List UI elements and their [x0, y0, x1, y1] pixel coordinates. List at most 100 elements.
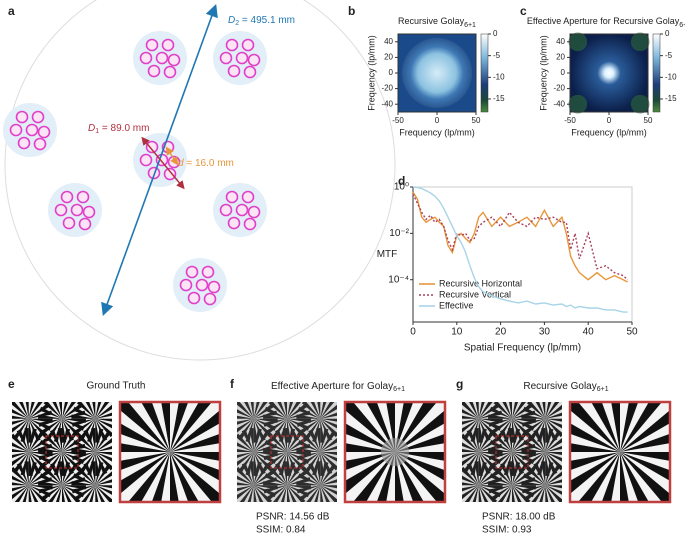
y-tick-label: -20: [553, 84, 565, 93]
element: [62, 216, 76, 230]
x-tick-label: -50: [564, 116, 576, 125]
y-tick-label: 10⁻²: [389, 228, 409, 239]
x-tick-label: 50: [472, 116, 481, 125]
x-tick-label: 10: [451, 327, 463, 338]
subscript: 1: [95, 128, 99, 135]
ssim: SSIM: 0.93: [482, 525, 532, 536]
element: [241, 190, 255, 204]
psnr: PSNR: 18.00 dB: [482, 512, 556, 523]
roi-box: [270, 435, 304, 469]
element: [179, 278, 193, 292]
y-tick-label: -40: [381, 99, 393, 108]
chart-title: Effective Aperture for Recursive Golay6+…: [527, 16, 685, 28]
colorbar-tick-label: -10: [493, 72, 505, 81]
y-tick-label: 20: [556, 53, 565, 62]
y-tick-label: -40: [553, 99, 565, 108]
series-line: [412, 186, 628, 313]
aperture-diagram: [3, 0, 396, 361]
element: [227, 64, 241, 78]
star-pattern: [488, 428, 536, 476]
subscript: 6+1: [464, 22, 476, 29]
ssim: SSIM: 0.84: [256, 525, 306, 536]
test-image: [12, 402, 112, 502]
element: [15, 110, 29, 124]
star-pattern: [263, 428, 311, 476]
symbol: D: [88, 123, 95, 134]
subscript: 2: [235, 20, 239, 27]
y-tick-label: 40: [384, 37, 393, 46]
star-pattern: [38, 428, 86, 476]
blur: [237, 402, 337, 502]
element: [33, 137, 47, 151]
heatmap-image: [568, 32, 588, 52]
title: Effective Aperture for Recursive Golay: [527, 16, 680, 26]
image-title: Ground Truth: [87, 381, 146, 392]
element: [60, 190, 74, 204]
colorbar-tick-label: 0: [493, 29, 498, 38]
element: [247, 53, 261, 67]
roi-box: [45, 435, 79, 469]
element: [163, 65, 177, 79]
element: [219, 51, 233, 65]
y-tick-label: 20: [384, 53, 393, 62]
colorbar-tick-label: -15: [665, 94, 677, 103]
element: [219, 203, 233, 217]
symbol: d: [178, 158, 184, 169]
x-axis-label: Frequency (lp/mm): [399, 127, 475, 137]
x-tick-label: 0: [607, 116, 612, 125]
zoom-image: [120, 402, 220, 502]
test-image: [462, 402, 562, 502]
subscript: 6+1: [393, 386, 405, 393]
title: Effective Aperture for Golay: [271, 381, 393, 392]
colorbar-tick-label: 0: [665, 29, 670, 38]
x-tick-label: 20: [495, 327, 507, 338]
zoom-frame: [118, 400, 222, 504]
element: [139, 51, 153, 65]
x-tick-label: 50: [644, 116, 653, 125]
d1-arrow: [141, 136, 185, 190]
d-label: d = 16.0 mm: [178, 158, 234, 169]
chart-title: Recursive Golay6+1: [398, 16, 476, 28]
value: = 16.0 mm: [184, 158, 234, 169]
element: [195, 278, 209, 292]
colorbar-tick-label: -5: [665, 51, 673, 60]
panel-label: f: [230, 377, 235, 391]
value: = 89.0 mm: [99, 123, 149, 134]
element: [145, 38, 159, 52]
d2-label: D2 = 495.1 mm: [228, 15, 295, 27]
zoom-image: [345, 402, 445, 502]
roi-box: [495, 435, 529, 469]
element: [201, 265, 215, 279]
element: [167, 53, 181, 67]
element: [187, 291, 201, 305]
x-axis-label: Spatial Frequency (lp/mm): [464, 343, 581, 354]
x-tick-label: 30: [539, 327, 551, 338]
x-tick-label: 0: [410, 327, 416, 338]
series-line: [412, 191, 628, 283]
element: [185, 265, 199, 279]
y-tick-label: 0: [561, 68, 566, 77]
test-image: [237, 402, 337, 502]
subscript: 6+1: [597, 386, 609, 393]
zoom-frame: [343, 400, 447, 504]
y-tick-label: 10⁻⁴: [388, 274, 409, 285]
colorbar-tick-label: -15: [493, 94, 505, 103]
star-pattern: [570, 402, 670, 502]
element: [54, 203, 68, 217]
element: [78, 217, 92, 231]
d1-label: D1 = 89.0 mm: [88, 123, 149, 135]
legend-label: Effective: [439, 300, 473, 310]
element: [227, 216, 241, 230]
blur: [462, 402, 562, 502]
subscript: 6+1: [679, 22, 685, 29]
colorbar-tick-label: -5: [493, 51, 501, 60]
d-arrow: [165, 146, 179, 166]
star-pattern: [521, 461, 562, 502]
x-tick-label: 50: [626, 327, 638, 338]
element: [243, 65, 257, 79]
panel-label: c: [520, 4, 527, 18]
star-pattern: [120, 402, 220, 502]
element: [247, 205, 261, 219]
element: [225, 38, 239, 52]
